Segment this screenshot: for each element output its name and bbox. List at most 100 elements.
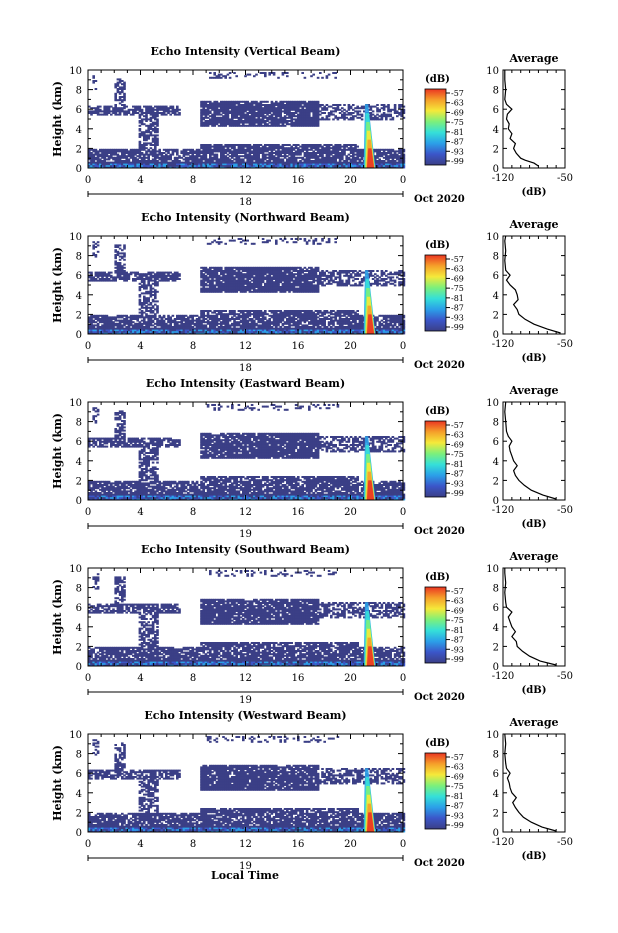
colorbar-tick-label: -99: [451, 821, 464, 830]
panel-title: Echo Intensity (Eastward Beam): [146, 377, 345, 390]
y-tick-label: 0: [76, 330, 82, 341]
date-label: 18: [239, 363, 252, 374]
average-frame: [503, 236, 565, 334]
y-tick-label: 0: [76, 662, 82, 673]
colorbar-unit: (dB): [425, 572, 450, 583]
average-profile-line: [505, 70, 539, 166]
avg-y-tick-label: 4: [493, 623, 499, 634]
colorbar-tick-label: -81: [451, 460, 464, 469]
colorbar-tick-label: -81: [451, 792, 464, 801]
avg-x-tick-label: -120: [492, 837, 514, 848]
colorbar: [425, 753, 446, 829]
average-profile-line: [505, 402, 556, 499]
avg-y-tick-label: 4: [493, 125, 499, 136]
x-tick-label: 0: [85, 341, 91, 352]
colorbar-tick-label: -81: [451, 128, 464, 137]
colorbar-tick-label: -81: [451, 626, 464, 635]
x-tick-label: 0: [400, 839, 406, 850]
y-tick-label: 4: [76, 125, 82, 136]
y-tick-label: 10: [69, 730, 82, 741]
avg-y-tick-label: 4: [493, 457, 499, 468]
colorbar-tick-label: -57: [451, 89, 464, 98]
avg-x-tick-label: -120: [492, 671, 514, 682]
average-frame: [503, 734, 565, 832]
avg-y-tick-label: 4: [493, 291, 499, 302]
avg-y-tick-label: 2: [493, 310, 499, 321]
x-tick-label: 16: [292, 175, 305, 186]
avg-y-tick-label: 6: [493, 437, 499, 448]
x-tick-label: 20: [344, 507, 357, 518]
colorbar-tick-label: -57: [451, 587, 464, 596]
colorbar-tick-label: -93: [451, 147, 464, 156]
avg-y-tick-label: 10: [486, 232, 499, 243]
x-tick-label: 8: [190, 673, 196, 684]
colorbar-tick-label: -99: [451, 489, 464, 498]
average-title: Average: [508, 550, 558, 563]
colorbar-tick-label: -75: [451, 782, 464, 791]
x-tick-label: 8: [190, 341, 196, 352]
panel-title: Echo Intensity (Westward Beam): [144, 709, 346, 722]
x-tick-label: 0: [400, 507, 406, 518]
y-tick-label: 2: [76, 310, 82, 321]
colorbar-tick-label: -93: [451, 645, 464, 654]
x-tick-label: 4: [137, 673, 143, 684]
avg-y-tick-label: 6: [493, 271, 499, 282]
colorbar-tick-label: -63: [451, 265, 464, 274]
y-tick-label: 8: [76, 750, 82, 761]
heatmap-cells: [88, 404, 405, 500]
x-tick-label: 0: [85, 175, 91, 186]
x-tick-label: 16: [292, 839, 305, 850]
y-tick-label: 2: [76, 642, 82, 653]
colorbar-tick-label: -75: [451, 616, 464, 625]
y-tick-label: 10: [69, 232, 82, 243]
y-axis-label: Height (km): [51, 247, 64, 323]
y-tick-label: 10: [69, 398, 82, 409]
colorbar-tick-label: -87: [451, 138, 464, 147]
heatmap-cells: [88, 72, 405, 168]
colorbar-tick-label: -93: [451, 811, 464, 820]
average-frame: [503, 70, 565, 168]
avg-y-tick-label: 8: [493, 584, 499, 595]
x-tick-label: 12: [239, 341, 252, 352]
panel-3: Echo Intensity (Southward Beam)0246810He…: [51, 543, 573, 706]
rain-streak: [364, 768, 376, 832]
y-tick-label: 0: [76, 164, 82, 175]
avg-y-tick-label: 10: [486, 564, 499, 575]
avg-y-tick-label: 2: [493, 476, 499, 487]
colorbar-tick-label: -75: [451, 284, 464, 293]
avg-x-label: (dB): [522, 519, 547, 530]
colorbar-tick-label: -69: [451, 606, 464, 615]
avg-y-tick-label: 2: [493, 642, 499, 653]
month-label: Oct 2020: [414, 194, 465, 205]
month-label: Oct 2020: [414, 858, 465, 869]
month-label: Oct 2020: [414, 692, 465, 703]
x-axis-label: Local Time: [211, 869, 279, 882]
avg-y-tick-label: 8: [493, 418, 499, 429]
average-title: Average: [508, 384, 558, 397]
panel-0: Echo Intensity (Vertical Beam)0246810Hei…: [51, 45, 573, 208]
x-tick-label: 4: [137, 839, 143, 850]
y-axis-label: Height (km): [51, 413, 64, 489]
avg-x-tick-label: -50: [557, 505, 573, 516]
x-tick-label: 20: [344, 839, 357, 850]
colorbar-tick-label: -93: [451, 313, 464, 322]
x-tick-label: 0: [400, 673, 406, 684]
y-tick-label: 0: [76, 496, 82, 507]
heatmap-cells: [88, 736, 405, 832]
avg-x-tick-label: -50: [557, 339, 573, 350]
x-tick-label: 12: [239, 673, 252, 684]
avg-x-label: (dB): [522, 353, 547, 364]
panel-title: Echo Intensity (Southward Beam): [141, 543, 350, 556]
y-tick-label: 6: [76, 769, 82, 780]
colorbar-unit: (dB): [425, 406, 450, 417]
month-label: Oct 2020: [414, 360, 465, 371]
avg-y-tick-label: 10: [486, 730, 499, 741]
y-tick-label: 10: [69, 564, 82, 575]
avg-y-tick-label: 6: [493, 603, 499, 614]
colorbar: [425, 89, 446, 165]
y-tick-label: 0: [76, 828, 82, 839]
colorbar-tick-label: -69: [451, 274, 464, 283]
colorbar-tick-label: -99: [451, 655, 464, 664]
colorbar-unit: (dB): [425, 74, 450, 85]
